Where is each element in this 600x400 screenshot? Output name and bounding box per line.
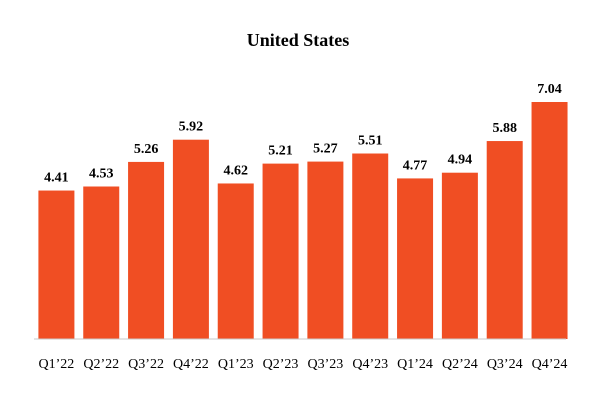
x-tick-label-5: Q2’23 [263,357,299,372]
x-tick-label-7: Q4’23 [352,357,388,372]
bar-11 [531,102,568,339]
bar-7 [352,153,389,339]
x-tick-label-10: Q3’24 [487,357,523,372]
x-tick-label-3: Q4’22 [173,357,209,372]
bar-1 [83,186,120,339]
value-label-9: 4.94 [448,153,473,168]
x-tick-label-1: Q2’22 [83,357,119,372]
bar-4 [217,183,254,339]
value-label-3: 5.92 [179,120,204,135]
value-label-10: 5.88 [492,121,517,136]
bar-5 [262,163,299,339]
value-label-4: 4.62 [223,163,248,178]
value-label-7: 5.51 [358,134,383,149]
x-tick-label-0: Q1’22 [39,357,75,372]
bar-10 [486,141,523,339]
value-label-0: 4.41 [44,171,69,186]
x-tick-label-11: Q4’24 [532,357,568,372]
x-tick-label-6: Q3’23 [307,357,343,372]
x-tick-label-9: Q2’24 [442,357,478,372]
x-tick-label-8: Q1’24 [397,357,433,372]
x-tick-label-4: Q1’23 [218,357,254,372]
bar-0 [38,190,75,339]
value-label-1: 4.53 [89,167,114,182]
value-label-8: 4.77 [403,158,428,173]
value-labels-group: 4.41 4.53 5.26 5.92 4.62 5.21 5.27 5.51 4.77 4.94… [44,82,562,186]
bar-8 [397,178,434,339]
bar-9 [441,172,478,339]
bar-2 [128,161,165,339]
chart-title: United States [247,30,350,50]
x-tick-labels-group: Q1’22 Q2’22 Q3’22 Q4’22 Q1’23 Q2’23 Q3’23 Q4’23… [39,357,568,372]
bars-group [38,102,568,339]
value-label-2: 5.26 [134,142,159,157]
bar-6 [307,161,344,339]
bar-3 [172,139,209,339]
value-label-6: 5.27 [313,142,338,157]
value-label-5: 5.21 [268,144,293,159]
x-tick-label-2: Q3’22 [128,357,164,372]
value-label-11: 7.04 [537,82,562,97]
